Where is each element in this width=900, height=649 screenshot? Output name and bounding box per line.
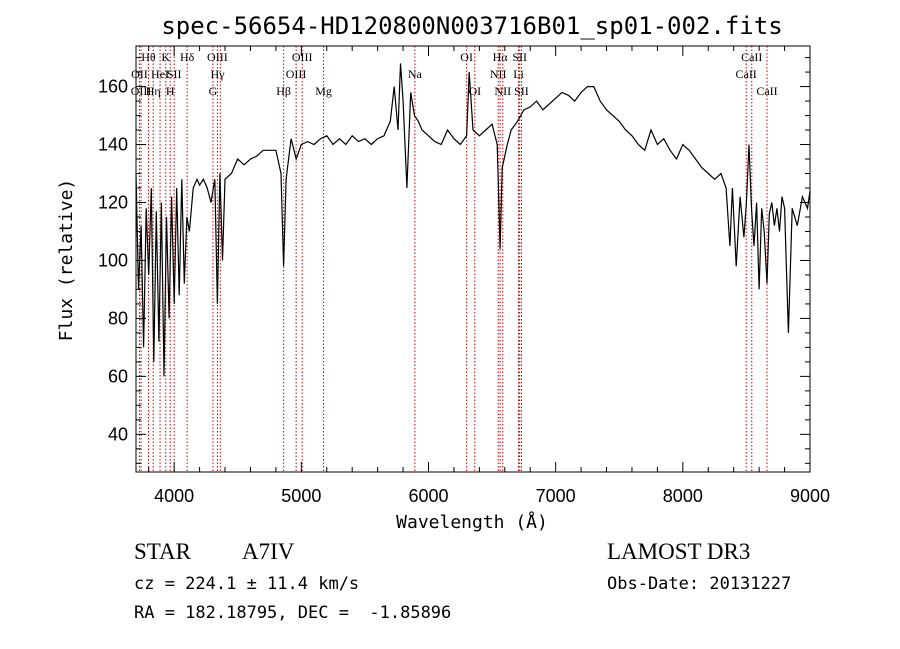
line-label: Hδ (180, 50, 195, 64)
y-tick-label: 140 (98, 135, 128, 155)
line-label: Hη (146, 84, 161, 98)
line-label: NII (494, 84, 511, 98)
y-tick-label: 100 (98, 250, 128, 270)
x-axis-label: Wavelength (Å) (396, 511, 548, 533)
line-label: HeI (151, 67, 169, 81)
line-label: OIII (286, 67, 307, 81)
line-label: Li (513, 67, 524, 81)
y-tick-label: 80 (108, 308, 128, 328)
line-label: H (166, 84, 175, 98)
line-label: OIII (292, 50, 313, 64)
line-label: CaII (735, 67, 756, 81)
y-tick-label: 160 (98, 77, 128, 97)
line-label: OI (460, 50, 473, 64)
spectral-subclass: A7IV (242, 539, 295, 564)
line-label: CaII (741, 50, 762, 64)
line-label: Hθ (141, 50, 156, 64)
line-label: OI (468, 84, 481, 98)
line-label: Hβ (276, 84, 291, 98)
line-label: Mg (315, 84, 332, 98)
x-axis: 4000 5000 6000 7000 8000 9000 (148, 46, 830, 506)
y-tick-label: 120 (98, 192, 128, 212)
y-axis: 40 60 80 100 120 140 160 (98, 57, 810, 464)
line-label: Hγ (211, 67, 226, 81)
line-label: OII (131, 67, 148, 81)
line-label: CaII (756, 84, 777, 98)
coordinates: RA = 182.18795, DEC = -1.85896 (134, 603, 452, 623)
obs-date: Obs-Date: 20131227 (607, 574, 792, 594)
y-tick-label: 40 (108, 424, 128, 444)
y-tick-label: 60 (108, 366, 128, 386)
x-tick-label: 7000 (536, 486, 576, 506)
survey-name: LAMOST DR3 (607, 539, 751, 564)
object-class: STAR (134, 539, 191, 564)
line-label: SII (167, 67, 182, 81)
line-label: G (209, 84, 218, 98)
chart-title: spec-56654-HD120800N003716B01_sp01-002.f… (161, 12, 782, 40)
line-label: OIII (207, 50, 228, 64)
line-label: Hα (493, 50, 509, 64)
x-tick-label: 9000 (790, 486, 830, 506)
spectrum-line (135, 63, 811, 377)
line-label: NII (490, 67, 507, 81)
line-label: Na (408, 67, 423, 81)
x-tick-label: 6000 (408, 486, 448, 506)
x-tick-label: 4000 (154, 486, 194, 506)
plot-frame (135, 45, 811, 473)
line-label: SII (512, 50, 527, 64)
x-tick-label: 5000 (281, 486, 321, 506)
line-label: K (161, 50, 170, 64)
y-axis-label: Flux (relative) (56, 179, 77, 342)
spectral-line-markers (138, 46, 768, 472)
x-tick-label: 8000 (663, 486, 703, 506)
line-label: SII (514, 84, 529, 98)
redshift-cz: cz = 224.1 ± 11.4 km/s (134, 574, 360, 594)
